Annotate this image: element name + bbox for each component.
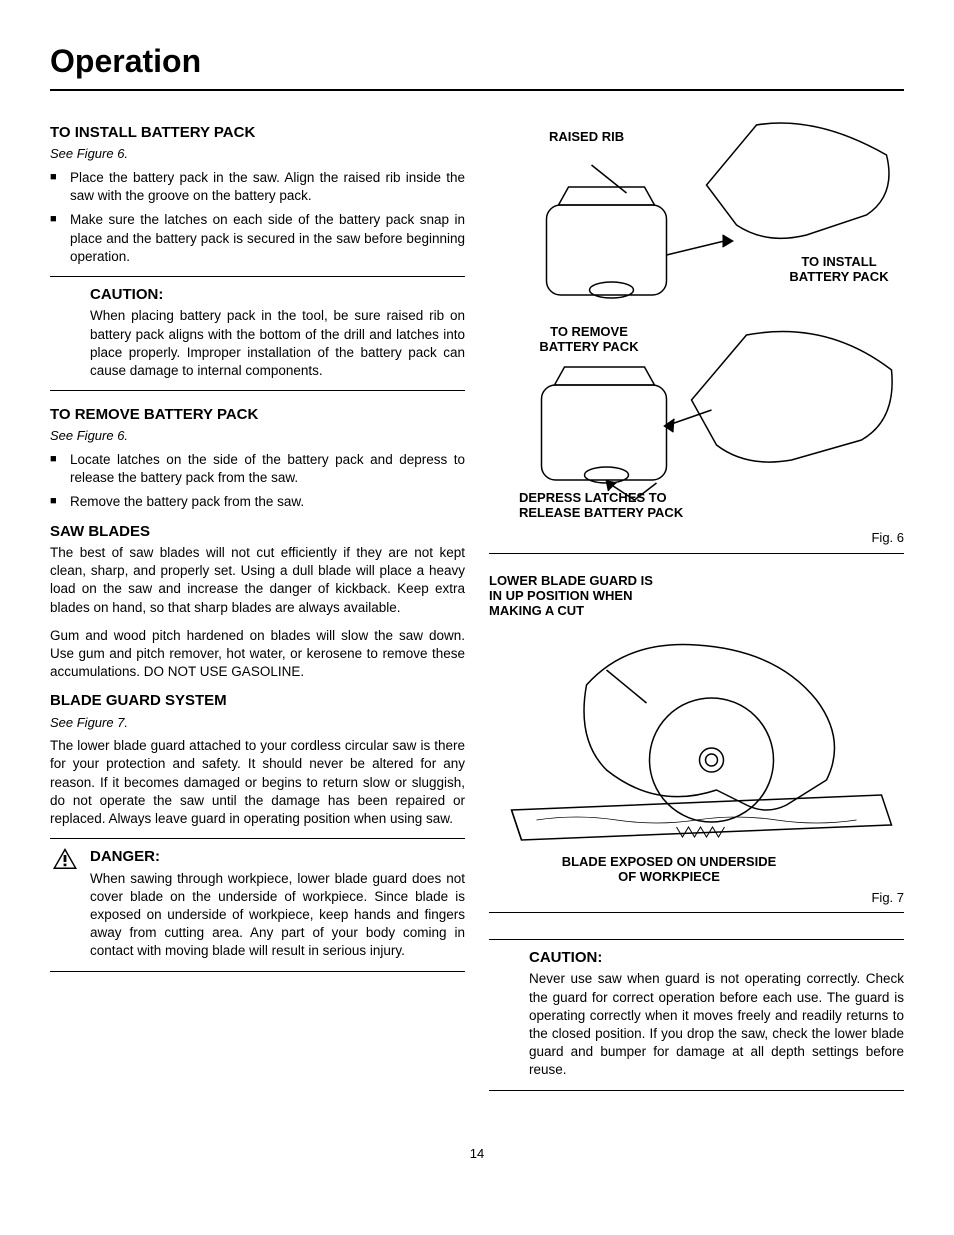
- figure-6-diagram: [489, 115, 904, 525]
- figure-7: LOWER BLADE GUARD IS IN UP POSITION WHEN…: [489, 574, 904, 913]
- caution-text-2: Never use saw when guard is not operatin…: [529, 970, 904, 1079]
- warning-triangle-icon: [52, 847, 78, 871]
- right-column: RAISED RIB TO INSTALL BATTERY PACK TO RE…: [489, 115, 904, 1104]
- see-figure-7: See Figure 7.: [50, 714, 465, 732]
- heading-install-battery: TO INSTALL BATTERY PACK: [50, 123, 465, 143]
- danger-label: DANGER:: [90, 847, 465, 867]
- see-figure-6a: See Figure 6.: [50, 145, 465, 163]
- page-title: Operation: [50, 40, 904, 91]
- two-column-layout: TO INSTALL BATTERY PACK See Figure 6. Pl…: [50, 115, 904, 1104]
- figure-7-diagram: [489, 625, 904, 885]
- figure-6: RAISED RIB TO INSTALL BATTERY PACK TO RE…: [489, 115, 904, 554]
- page-number: 14: [50, 1145, 904, 1163]
- caution-label: CAUTION:: [90, 285, 465, 305]
- list-item: Remove the battery pack from the saw.: [66, 493, 465, 511]
- install-battery-steps: Place the battery pack in the saw. Align…: [50, 169, 465, 266]
- caution-box-install: CAUTION: When placing battery pack in th…: [50, 276, 465, 391]
- label-depress-latches: DEPRESS LATCHES TO RELEASE BATTERY PACK: [519, 491, 689, 521]
- saw-blades-p2: Gum and wood pitch hardened on blades wi…: [50, 627, 465, 682]
- saw-blades-p1: The best of saw blades will not cut effi…: [50, 544, 465, 617]
- label-remove-battery: TO REMOVE BATTERY PACK: [519, 325, 659, 355]
- label-raised-rib: RAISED RIB: [549, 130, 624, 145]
- figure-7-number: Fig. 7: [489, 885, 904, 907]
- list-item: Make sure the latches on each side of th…: [66, 211, 465, 266]
- list-item: Place the battery pack in the saw. Align…: [66, 169, 465, 205]
- caution-label-2: CAUTION:: [529, 948, 904, 968]
- label-guard-up: LOWER BLADE GUARD IS IN UP POSITION WHEN…: [489, 574, 659, 619]
- heading-saw-blades: SAW BLADES: [50, 522, 465, 542]
- caution-text: When placing battery pack in the tool, b…: [90, 307, 465, 380]
- heading-blade-guard: BLADE GUARD SYSTEM: [50, 691, 465, 711]
- caution-box-guard: CAUTION: Never use saw when guard is not…: [489, 939, 904, 1091]
- heading-remove-battery: TO REMOVE BATTERY PACK: [50, 405, 465, 425]
- left-column: TO INSTALL BATTERY PACK See Figure 6. Pl…: [50, 115, 465, 1104]
- danger-text: When sawing through workpiece, lower bla…: [90, 870, 465, 961]
- danger-box: DANGER: When sawing through workpiece, l…: [50, 838, 465, 971]
- blade-guard-text: The lower blade guard attached to your c…: [50, 737, 465, 828]
- figure-6-number: Fig. 6: [489, 525, 904, 547]
- see-figure-6b: See Figure 6.: [50, 427, 465, 445]
- list-item: Locate latches on the side of the batter…: [66, 451, 465, 487]
- remove-battery-steps: Locate latches on the side of the batter…: [50, 451, 465, 512]
- label-install-battery: TO INSTALL BATTERY PACK: [774, 255, 904, 285]
- label-blade-exposed: BLADE EXPOSED ON UNDERSIDE OF WORKPIECE: [559, 855, 779, 885]
